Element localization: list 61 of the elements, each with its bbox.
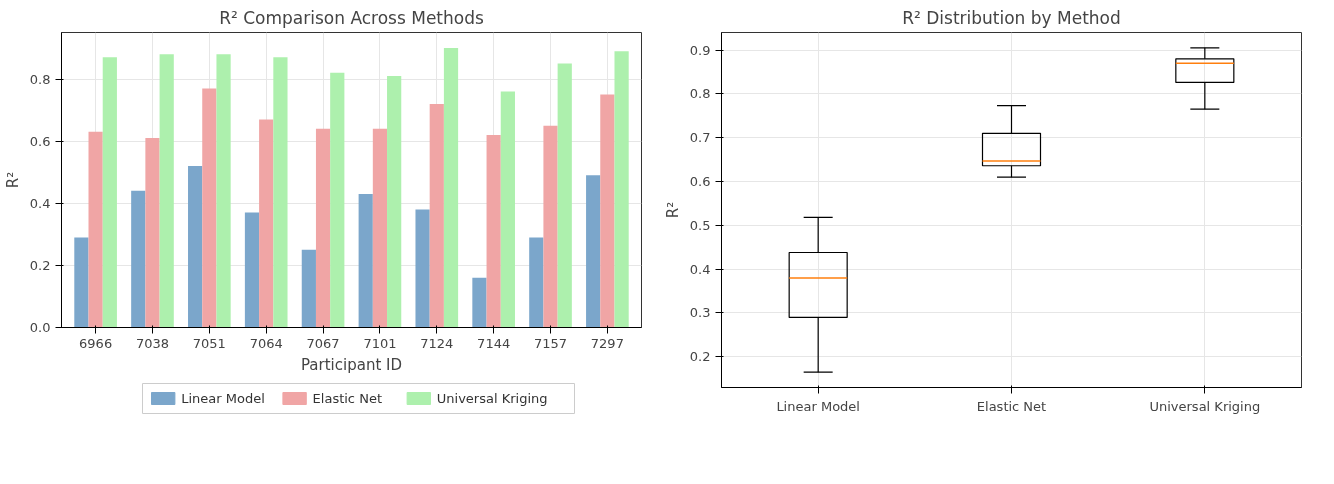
y-tick-label: 0.9	[689, 42, 711, 58]
x-tick-label: 7144	[477, 335, 511, 351]
y-tick-label: 0.6	[29, 133, 51, 149]
bar	[486, 134, 501, 328]
y-tick-label: 0.5	[689, 217, 711, 233]
bar	[529, 237, 544, 328]
bar	[188, 166, 203, 328]
bar	[614, 51, 629, 328]
bar	[372, 128, 388, 328]
x-tick-label: Universal Kriging	[1149, 398, 1261, 414]
x-tick-label: 7064	[249, 335, 283, 351]
x-tick-label: 7157	[533, 335, 568, 351]
bar	[273, 57, 288, 328]
bar	[202, 88, 217, 328]
x-tick-label: 7051	[192, 335, 226, 351]
y-tick-label: 0.2	[29, 257, 51, 273]
bar	[330, 72, 345, 328]
y-tick-label: 0.8	[29, 71, 51, 87]
bar	[74, 237, 89, 328]
y-tick-label: 0.3	[689, 305, 711, 321]
x-tick-label: 7038	[135, 335, 170, 351]
x-tick-label: Elastic Net	[976, 398, 1047, 414]
bar	[429, 103, 444, 328]
bar	[358, 193, 373, 328]
y-tick-label: 0.0	[29, 320, 51, 335]
y-tick-label: 0.8	[689, 86, 711, 102]
y-tick-label: 0.4	[29, 195, 51, 211]
x-tick-label: 7297	[590, 335, 624, 351]
y-tick-label: 0.6	[689, 174, 711, 190]
chart-title: R² Comparison Across Methods	[219, 7, 484, 28]
y-axis-title: R²	[3, 171, 22, 189]
bar	[159, 54, 174, 328]
bar	[500, 91, 515, 328]
bar	[244, 212, 260, 328]
bar	[216, 54, 231, 328]
x-axis-title: Participant ID	[300, 355, 403, 374]
bar	[600, 94, 615, 328]
x-tick-label: 6966	[79, 335, 113, 351]
x-tick-label: 7067	[306, 335, 340, 351]
bar	[315, 128, 331, 328]
y-tick-label: 0.4	[689, 261, 711, 277]
chart-title: R² Distribution by Method	[902, 7, 1121, 28]
y-tick-label: 0.7	[689, 130, 711, 146]
x-tick-label: 7124	[420, 335, 454, 351]
bar	[543, 125, 558, 328]
bar	[443, 48, 459, 328]
y-tick-label: 0.2	[689, 349, 711, 365]
x-tick-label: 7101	[363, 335, 397, 351]
bar	[145, 138, 160, 328]
x-tick-label: Linear Model	[776, 398, 860, 414]
bar	[301, 249, 316, 328]
bar	[415, 209, 430, 328]
y-axis-title: R²	[663, 201, 682, 219]
bar	[259, 119, 274, 328]
bar	[586, 175, 601, 328]
bar	[88, 131, 103, 328]
bar	[131, 190, 146, 328]
bar	[557, 63, 572, 328]
bar	[102, 57, 117, 328]
bar	[387, 75, 402, 328]
bar	[472, 277, 487, 328]
